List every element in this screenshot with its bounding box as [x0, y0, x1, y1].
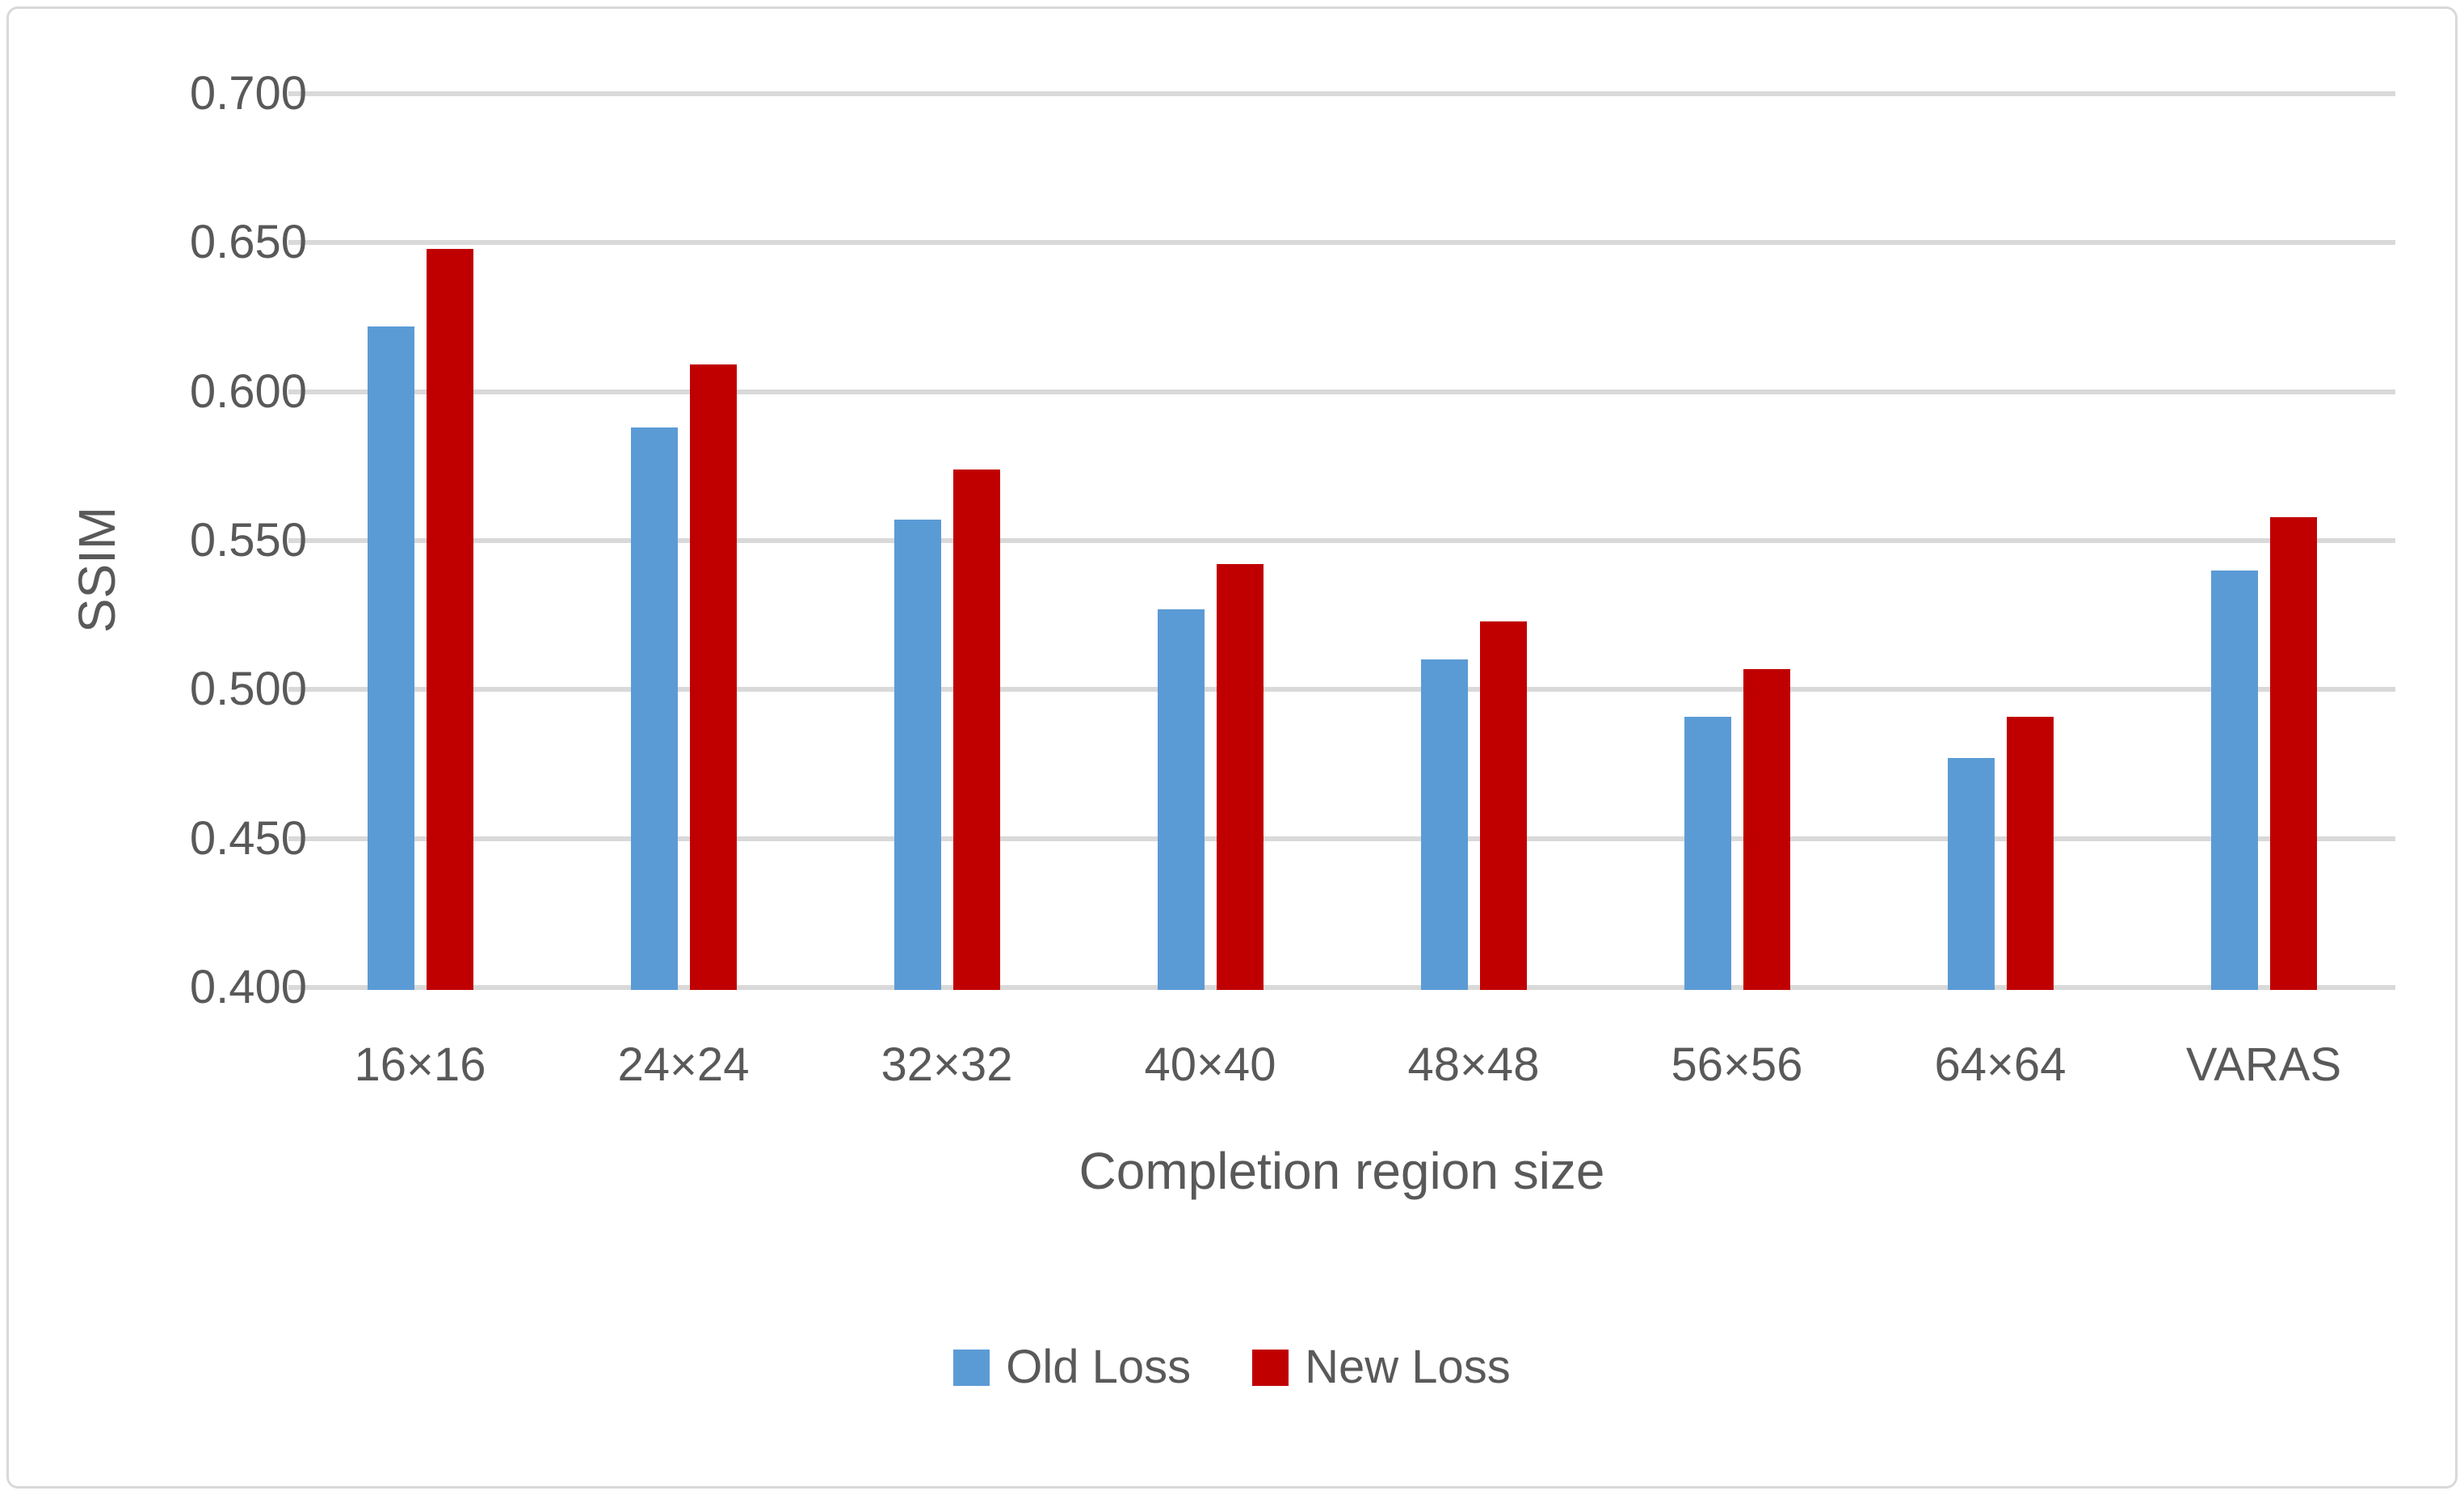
- gridline-0.450: [288, 836, 2395, 841]
- gridline-0.600: [288, 389, 2395, 394]
- bar-new-loss-56x56: [1743, 668, 1790, 990]
- legend-item-old-loss: Old Loss: [953, 1343, 1191, 1392]
- x-tick-label: 56×56: [1671, 1038, 1803, 1091]
- y-tick-label: 0.550: [189, 514, 307, 566]
- x-tick-label: 32×32: [881, 1038, 1013, 1091]
- y-tick-label: 0.700: [189, 67, 307, 120]
- bar-new-loss-varas: [2269, 516, 2317, 990]
- bar-new-loss-24x24: [689, 364, 737, 990]
- bar-new-loss-64x64: [2006, 716, 2054, 990]
- x-tick-label: 64×64: [1934, 1038, 2067, 1091]
- bar-old-loss-40x40: [1157, 609, 1205, 990]
- gridline-0.500: [288, 687, 2395, 693]
- chart-border: [6, 6, 2458, 1489]
- y-tick-label: 0.450: [189, 811, 307, 865]
- gridline-0.700: [288, 91, 2395, 96]
- legend-swatch-icon: [1252, 1349, 1289, 1386]
- bar-new-loss-40x40: [1216, 564, 1264, 990]
- plot-area: [288, 91, 2395, 990]
- gridline-0.650: [288, 240, 2395, 246]
- x-tick-label: 16×16: [354, 1038, 486, 1091]
- y-tick-label: 0.500: [189, 663, 307, 716]
- x-tick-label: 24×24: [617, 1038, 750, 1091]
- gridline-0.550: [288, 538, 2395, 543]
- legend: Old Loss New Loss: [0, 1343, 2464, 1392]
- y-tick-label: 0.600: [189, 364, 307, 418]
- bar-new-loss-16x16: [426, 248, 473, 990]
- bar-old-loss-64x64: [1947, 758, 1995, 990]
- x-tick-label: 40×40: [1144, 1038, 1276, 1091]
- y-tick-label: 0.400: [189, 961, 307, 1013]
- bar-new-loss-32x32: [952, 469, 1000, 990]
- bar-old-loss-varas: [2210, 570, 2258, 990]
- bar-old-loss-32x32: [894, 520, 941, 990]
- bar-new-loss-48x48: [1479, 621, 1527, 990]
- gridline-0.400: [288, 985, 2395, 990]
- legend-item-new-loss: New Loss: [1252, 1343, 1511, 1392]
- y-tick-label: 0.650: [189, 216, 307, 269]
- bar-old-loss-48x48: [1420, 659, 1468, 990]
- x-tick-label: VARAS: [2185, 1038, 2342, 1091]
- bar-old-loss-56x56: [1684, 716, 1731, 990]
- legend-swatch-icon: [953, 1349, 990, 1386]
- x-tick-label: 48×48: [1407, 1038, 1540, 1091]
- bar-old-loss-24x24: [630, 427, 678, 990]
- legend-label: Old Loss: [1006, 1341, 1192, 1393]
- bar-old-loss-16x16: [367, 326, 414, 990]
- x-axis-title: Completion region size: [1079, 1142, 1605, 1200]
- legend-label: New Loss: [1305, 1341, 1511, 1393]
